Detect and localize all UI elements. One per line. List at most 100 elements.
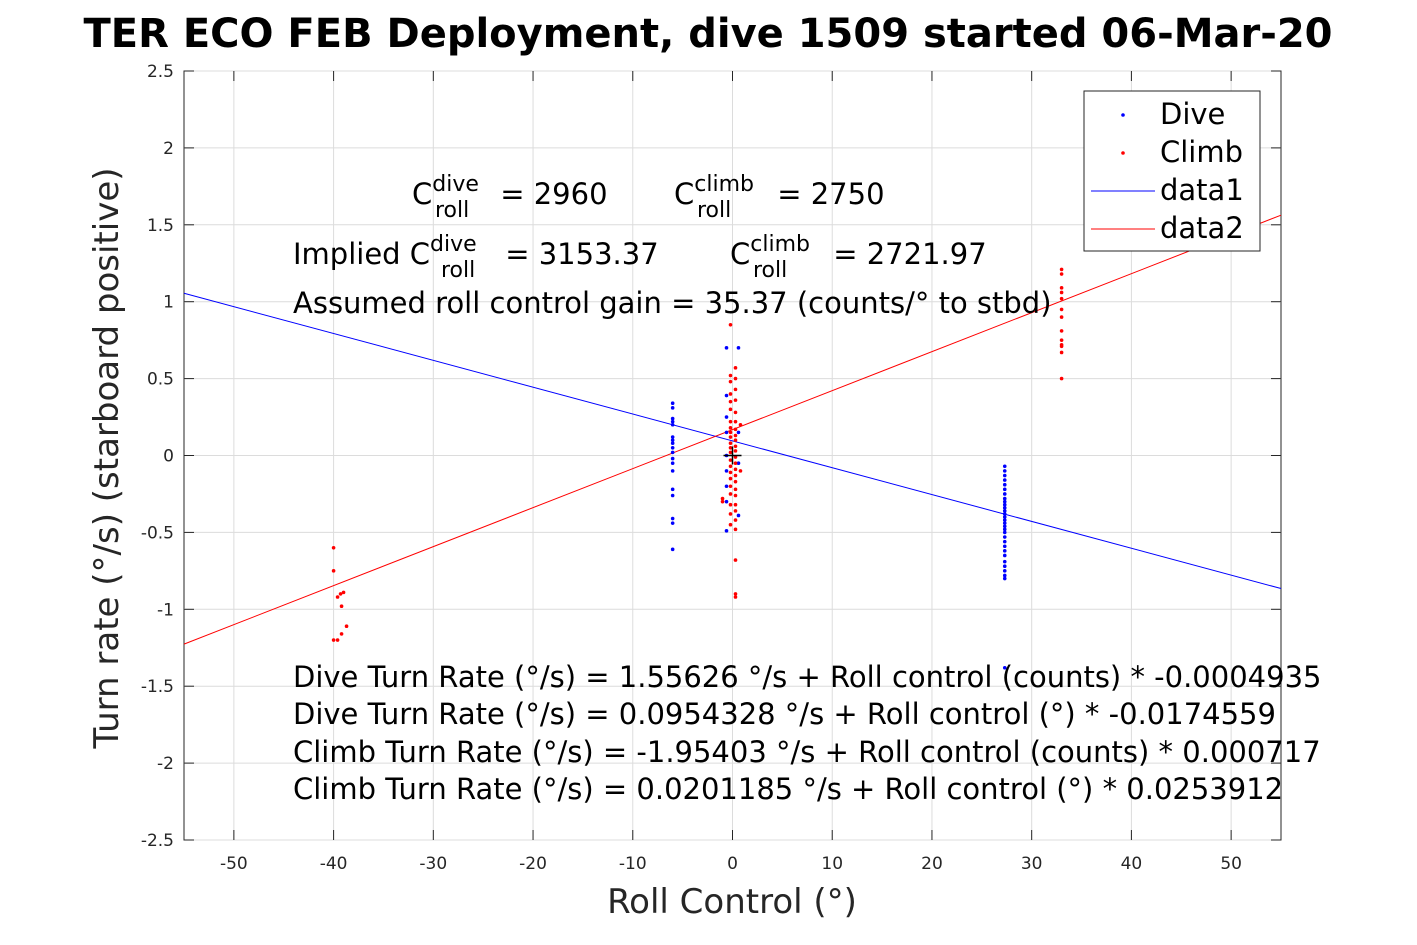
point-climb xyxy=(1059,338,1064,342)
point-climb xyxy=(733,427,738,432)
point-dive xyxy=(1002,530,1007,535)
y-tick-label: -2.5 xyxy=(141,831,174,851)
point-climb xyxy=(728,446,733,450)
point-climb xyxy=(733,487,738,492)
fit-line-data2 xyxy=(183,214,1282,645)
legend-climb-marker xyxy=(1121,151,1125,155)
point-climb xyxy=(733,558,738,562)
point-climb xyxy=(728,441,733,445)
point-dive xyxy=(1002,549,1007,553)
roll-control-gain: Assumed roll control gain = 35.37 (count… xyxy=(293,286,1052,320)
point-dive xyxy=(1002,502,1007,507)
point-dive xyxy=(1002,505,1007,510)
point-climb xyxy=(728,512,733,516)
x-tick-label: 50 xyxy=(1220,854,1242,874)
point-climb xyxy=(738,422,743,427)
point-dive xyxy=(724,529,729,533)
point-dive xyxy=(1002,665,1007,670)
point-dive xyxy=(1002,515,1007,519)
data-points xyxy=(331,267,1064,670)
point-climb xyxy=(733,461,738,465)
implied-dive-sub: roll xyxy=(441,258,475,283)
point-dive xyxy=(1002,478,1007,482)
point-dive xyxy=(1002,569,1007,573)
point-climb xyxy=(733,509,738,513)
c-roll-dive-sub: roll xyxy=(435,198,469,223)
point-dive xyxy=(1002,564,1007,569)
point-climb xyxy=(728,373,733,378)
point-climb xyxy=(331,569,336,573)
point-dive xyxy=(670,406,675,410)
y-tick-label: 2 xyxy=(163,139,174,159)
point-dive xyxy=(736,430,741,435)
c-roll-dive-label: C xyxy=(412,177,432,211)
point-climb xyxy=(728,450,733,455)
equation-dive-degrees: Dive Turn Rate (°/s) = 0.0954328 °/s + R… xyxy=(293,697,1276,731)
x-tick-label: 30 xyxy=(1021,854,1043,874)
c-roll-climb-value: = 2750 xyxy=(768,177,885,211)
y-tick-label: -2 xyxy=(157,754,174,774)
point-dive xyxy=(670,456,675,461)
point-dive xyxy=(1002,512,1007,516)
c-roll-climb-sub: roll xyxy=(697,198,731,223)
implied-climb-label: C xyxy=(730,237,750,271)
annotation-implied: Implied Cdive roll = 3153.37 Cclimb roll =… xyxy=(293,232,987,283)
point-climb xyxy=(1059,272,1064,276)
point-climb xyxy=(733,493,738,498)
point-dive xyxy=(670,469,675,473)
point-climb xyxy=(733,527,738,532)
x-tick-label: -50 xyxy=(220,854,248,874)
point-climb xyxy=(720,499,725,504)
point-dive xyxy=(1002,482,1007,487)
x-tick-label: 0 xyxy=(727,854,738,874)
point-dive xyxy=(724,484,729,489)
point-climb xyxy=(1059,315,1064,319)
fit-line-data1 xyxy=(183,292,1282,590)
point-dive xyxy=(736,346,741,350)
legend-data2: data2 xyxy=(1160,211,1244,245)
point-dive xyxy=(1002,524,1007,529)
point-dive xyxy=(1002,527,1007,532)
point-climb xyxy=(335,595,340,599)
point-climb xyxy=(1059,267,1064,272)
point-dive xyxy=(1002,553,1007,558)
origin-marker xyxy=(723,446,742,465)
fit-lines xyxy=(183,214,1282,645)
point-dive xyxy=(724,499,729,504)
point-dive xyxy=(1002,496,1007,501)
x-tick-label: 40 xyxy=(1121,854,1143,874)
point-dive xyxy=(670,446,675,450)
point-climb xyxy=(738,469,743,473)
point-dive xyxy=(724,415,729,419)
x-axis-label: Roll Control (°) xyxy=(607,882,857,922)
y-tick-label: 2.5 xyxy=(147,62,174,82)
point-climb xyxy=(733,438,738,442)
point-dive xyxy=(670,419,675,424)
point-dive xyxy=(724,393,729,398)
point-dive xyxy=(1002,559,1007,564)
point-climb xyxy=(1059,344,1064,349)
point-climb xyxy=(728,322,733,327)
point-dive xyxy=(670,401,675,406)
point-climb xyxy=(733,366,738,370)
c-roll-climb-sup: climb xyxy=(694,172,754,197)
point-climb xyxy=(1059,329,1064,333)
point-climb xyxy=(733,444,738,449)
equation-climb-degrees: Climb Turn Rate (°/s) = 0.0201185 °/s + … xyxy=(293,772,1283,806)
point-climb xyxy=(339,632,344,636)
point-dive xyxy=(1002,544,1007,549)
point-dive xyxy=(670,493,675,498)
point-climb xyxy=(338,592,343,596)
point-climb xyxy=(728,522,733,527)
implied-climb-sup: climb xyxy=(750,232,810,257)
point-climb xyxy=(733,376,738,381)
y-axis-label: Turn rate (°/s) (starboard positive) xyxy=(87,167,127,749)
point-climb xyxy=(733,473,738,478)
point-climb xyxy=(728,399,733,404)
point-climb xyxy=(733,592,738,596)
axis-ticks: -50 -40 -30 -20 -10 0 10 20 30 40 50-2.5-2-1.5-1-0… xyxy=(141,62,1281,874)
point-climb xyxy=(344,624,349,629)
